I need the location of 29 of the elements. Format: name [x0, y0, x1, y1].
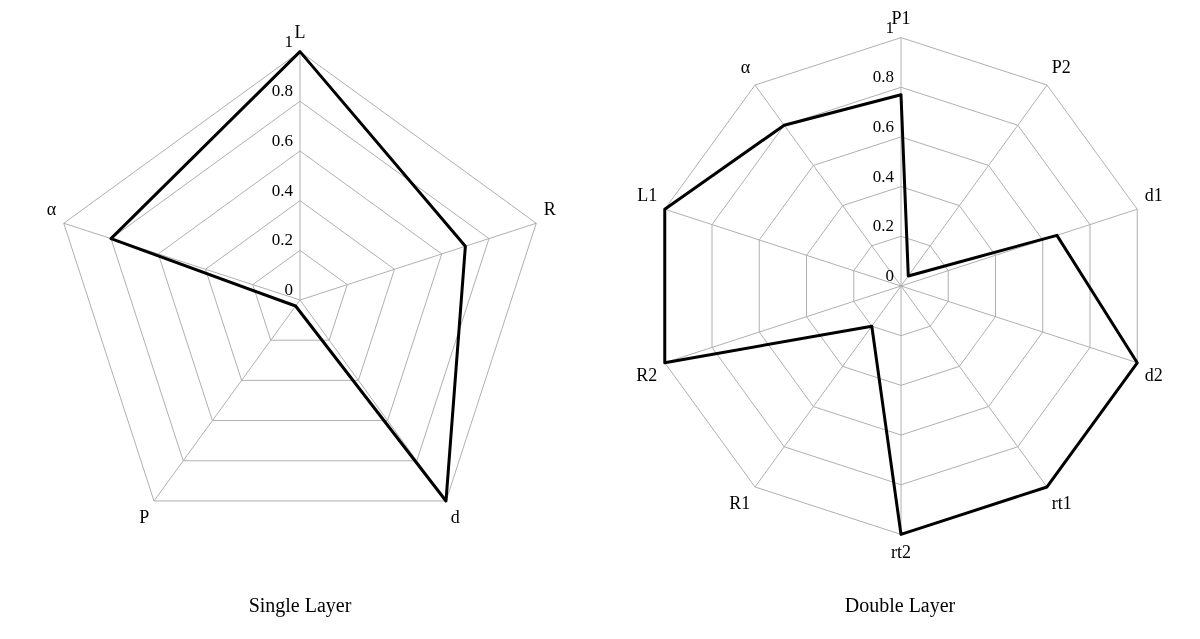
spoke-label: rt1 — [1051, 492, 1072, 513]
text: Double Layer — [844, 594, 956, 618]
spoke-label: P — [139, 506, 150, 527]
text: Single Layer — [248, 594, 352, 618]
y-tick-label: 1 — [885, 17, 894, 37]
y-tick-label: 0.6 — [271, 130, 293, 150]
spoke-label: R — [543, 198, 556, 219]
spoke-label: R2 — [636, 364, 658, 385]
y-tick-label: 0.2 — [872, 216, 894, 236]
y-tick-label: 1 — [284, 31, 293, 51]
spoke-label: L1 — [637, 184, 658, 205]
y-tick-label: 0.8 — [872, 67, 894, 87]
spoke-label: d1 — [1144, 184, 1163, 205]
y-tick-label: 0.4 — [872, 166, 895, 186]
spoke-label: α — [740, 56, 751, 77]
spoke-label: d — [450, 506, 460, 527]
spoke-label: P2 — [1051, 56, 1071, 77]
y-tick-label: 0 — [885, 265, 894, 285]
y-tick-label: 0.2 — [271, 230, 293, 250]
spoke-label: P1 — [891, 7, 911, 28]
y-tick-label: 0.4 — [271, 180, 294, 200]
spoke-label: L — [294, 21, 306, 42]
spoke-label: d2 — [1144, 364, 1163, 385]
y-tick-label: 0.8 — [271, 81, 293, 101]
spoke-label: R1 — [729, 492, 751, 513]
y-tick-label: 0 — [284, 279, 293, 299]
y-tick-label: 0.6 — [872, 116, 894, 136]
spoke-label: rt2 — [891, 541, 911, 562]
spoke-label: α — [46, 198, 57, 219]
